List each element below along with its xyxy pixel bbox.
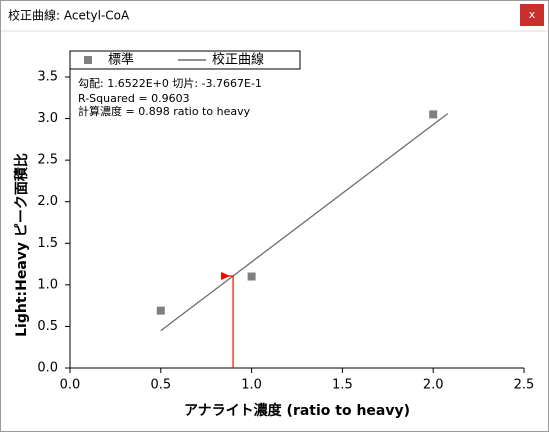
y-tick-label: 0.5 <box>37 319 58 334</box>
close-label[interactable]: x <box>529 8 536 21</box>
y-tick-label: 1.5 <box>37 236 58 251</box>
point <box>429 110 438 119</box>
y-tick-label: 0.0 <box>37 361 58 376</box>
x-axis-label: アナライト濃度 (ratio to heavy) <box>184 402 410 419</box>
legend-label: 標準 <box>108 52 134 68</box>
point <box>247 272 256 281</box>
x-tick-label: 1.0 <box>241 378 262 393</box>
x-tick-label: 2.0 <box>423 378 444 393</box>
y-tick-label: 1.0 <box>37 277 58 292</box>
x-tick-label: 0.0 <box>60 378 81 393</box>
calibration-line <box>160 113 449 332</box>
y-tick-label: 3.0 <box>37 111 58 126</box>
y-tick-label: 2.5 <box>37 153 58 168</box>
y-axis-label: Light:Heavy ピーク面積比 <box>13 153 30 337</box>
window-title: 校正曲線: Acetyl-CoA <box>8 8 130 23</box>
annotation: 勾配: 1.6522E+0 切片: -3.7667E-1 <box>78 77 262 90</box>
point <box>156 306 165 315</box>
legend-label: 校正曲線 <box>212 52 264 68</box>
y-tick-label: 2.0 <box>37 194 58 209</box>
annotation: 計算濃度 = 0.898 ratio to heavy <box>78 104 251 118</box>
x-tick-label: 2.5 <box>514 378 535 393</box>
calc-marker <box>221 271 231 280</box>
x-tick-label: 0.5 <box>150 378 171 393</box>
annotation: R-Squared = 0.9603 <box>78 92 190 105</box>
close-button[interactable] <box>520 4 544 26</box>
y-tick-label: 3.5 <box>37 70 58 85</box>
legend-marker <box>84 56 92 64</box>
x-tick-label: 1.5 <box>332 378 353 393</box>
